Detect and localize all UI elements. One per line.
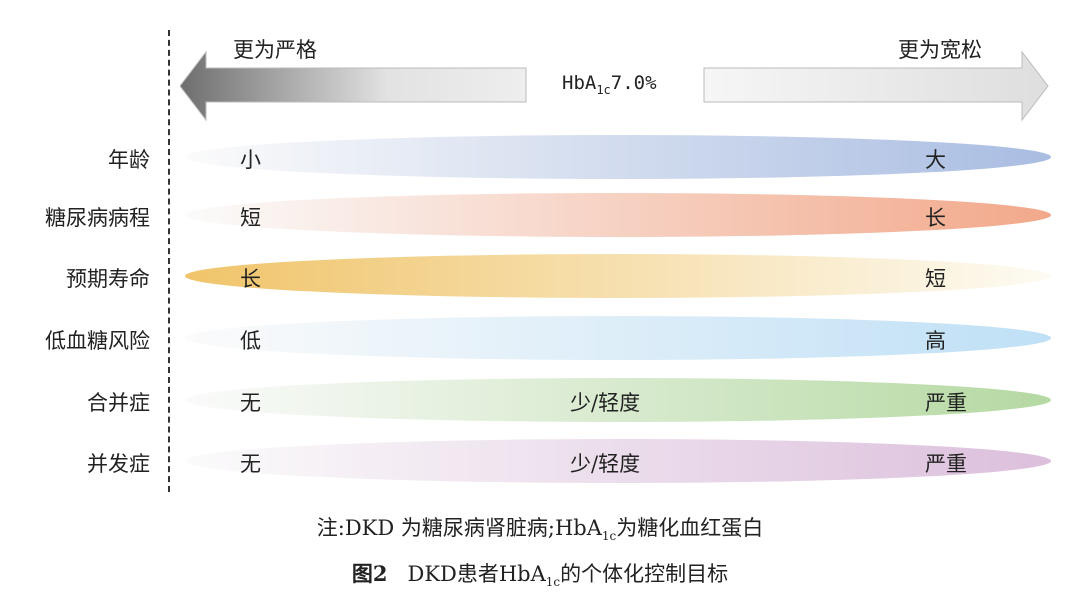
left-value: 无 (240, 452, 261, 476)
left-value: 长 (240, 267, 261, 291)
gradient-band (185, 254, 1051, 298)
looser-label: 更为宽松 (898, 38, 982, 62)
right-value: 严重 (925, 452, 967, 476)
hba1c-target: HbA1c7.0% (562, 72, 657, 97)
row-label: 年龄 (108, 148, 150, 172)
right-value: 严重 (925, 391, 967, 415)
row-label: 低血糖风险 (45, 329, 150, 353)
left-value: 低 (240, 329, 261, 353)
divider-line (168, 30, 170, 492)
gradient-band (185, 378, 1051, 422)
left-value: 小 (240, 148, 261, 172)
arrows (180, 50, 1049, 122)
middle-value: 少/轻度 (570, 391, 641, 415)
gradient-band (185, 439, 1051, 483)
right-value: 高 (925, 329, 946, 353)
gradient-band (185, 316, 1051, 360)
left-value: 无 (240, 391, 261, 415)
right-value: 大 (925, 148, 946, 172)
row-label: 合并症 (87, 391, 150, 415)
left-arrow-icon (180, 50, 527, 122)
stricter-label: 更为严格 (233, 38, 317, 62)
gradient-band (185, 135, 1051, 179)
row-label: 并发症 (87, 452, 150, 476)
right-arrow-icon (703, 50, 1049, 122)
row-label: 预期寿命 (66, 267, 150, 291)
row-label: 糖尿病病程 (45, 206, 150, 230)
gradient-band (185, 193, 1051, 237)
note: 注:DKD 为糖尿病肾脏病;HbA1c为糖化血红蛋白 (316, 516, 764, 544)
middle-value: 少/轻度 (570, 452, 641, 476)
right-value: 长 (925, 206, 946, 230)
left-value: 短 (240, 206, 261, 230)
right-value: 短 (925, 267, 946, 291)
figure-caption: 图2 DKD患者HbA1c的个体化控制目标 (351, 561, 729, 590)
